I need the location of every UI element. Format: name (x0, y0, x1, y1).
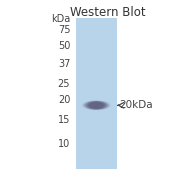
Bar (76, 18, 117, 169)
Text: 25: 25 (58, 79, 70, 89)
Ellipse shape (88, 102, 105, 109)
Text: 20kDa: 20kDa (119, 100, 152, 110)
Ellipse shape (86, 101, 106, 109)
Ellipse shape (83, 101, 109, 110)
Text: 15: 15 (58, 115, 70, 125)
Text: 75: 75 (58, 25, 70, 35)
Ellipse shape (89, 102, 103, 109)
Text: kDa: kDa (51, 14, 70, 24)
Ellipse shape (82, 100, 111, 110)
Text: 10: 10 (58, 139, 70, 149)
Ellipse shape (85, 101, 108, 110)
Text: 20: 20 (58, 95, 70, 105)
Text: 37: 37 (58, 59, 70, 69)
Text: Western Blot: Western Blot (70, 6, 146, 19)
Text: 50: 50 (58, 41, 70, 51)
